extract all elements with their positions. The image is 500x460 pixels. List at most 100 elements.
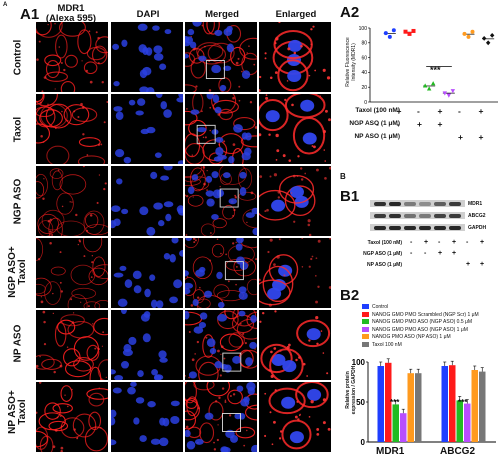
b2-bar: [400, 413, 407, 442]
b2-ytick-label: 100: [352, 358, 366, 367]
b2-bar: [377, 366, 384, 442]
b2-legend-item: Taxol 100 nM: [362, 342, 402, 348]
a2-ytick-label: 0: [364, 100, 367, 106]
b1-condition-mark: +: [466, 261, 471, 268]
b2-bar: [456, 400, 463, 442]
micrograph-merged-row-5: [185, 310, 257, 380]
a2-data-point: [489, 33, 495, 38]
b2-legend-swatch: [362, 311, 369, 317]
b2-legend-swatch: [362, 341, 369, 347]
b1-condition-mark: +: [452, 239, 457, 246]
b2-legend-swatch: [362, 319, 369, 325]
b2-ytick-label: 50: [356, 398, 365, 407]
b2-bar-chart: 0 50 100: [352, 358, 496, 447]
b1-band: [389, 201, 401, 206]
b1-condition-mark: -: [466, 239, 469, 246]
a2-condition-mark: +: [478, 106, 484, 116]
row-label-ngp-aso: NGP ASO: [12, 178, 24, 225]
b2-legend-label: NANOG GMO PMO ASO (NGP ASO) 1 μM: [372, 326, 468, 333]
b1-condition-mark: +: [438, 250, 443, 257]
b1-band: [449, 213, 461, 218]
b2-bar: [471, 370, 478, 442]
b2-legend-item: NANOG PMO ASO (NP ASO) 1 μM: [362, 334, 451, 340]
a2-condition-mark: +: [458, 132, 463, 142]
b1-band: [404, 213, 416, 218]
b1-band: [434, 213, 446, 218]
b1-band: [389, 213, 401, 218]
b2-significance-mdr1: ***: [390, 398, 400, 407]
b1-band-label: MDR1: [468, 201, 483, 207]
column-header-mdr1: MDR1 (Alexa 595): [45, 3, 97, 24]
micrograph-enlarged-row-3: [259, 166, 331, 236]
corner-label: A: [3, 2, 8, 8]
micrograph-merged-row-2: [185, 94, 257, 164]
a2-condition-mark: +: [478, 132, 484, 142]
b2-bar: [415, 373, 422, 442]
b2-bar: [385, 362, 392, 442]
b2-bar: [464, 403, 471, 442]
row-label-taxol: Taxol: [12, 116, 24, 143]
b2-legend-item: NANOG GMO PMO ASO (NGP ASO) 0.5 μM: [362, 319, 472, 325]
b1-band-label: ABCG2: [468, 213, 486, 219]
b1-condition-label: NGP ASO (1 μM): [363, 251, 402, 257]
b2-legend-item: NANOG GMO PMO Scrambled (NGP Scr) 1 μM: [362, 312, 479, 318]
b1-blot-row: [370, 200, 465, 207]
a2-condition-mark: -: [458, 106, 461, 116]
panel-a1-letter: A1: [20, 6, 40, 23]
a2-condition-mark: +: [417, 119, 422, 129]
b1-condition-mark: +: [452, 250, 457, 257]
a2-ylabel: Relative Fluorescence Intensity (MDR1): [345, 37, 357, 87]
b1-condition-label: NP ASO (1 μM): [366, 262, 402, 268]
micrograph-dapi-row-1: [111, 22, 183, 92]
micrograph-mdr1-row-4: [36, 238, 108, 308]
row-label-ngp-aso-taxol: NGP ASO+ Taxol: [7, 246, 28, 298]
micrograph-dapi-row-6: [111, 382, 183, 452]
micrograph-merged-row-3: [185, 166, 257, 236]
micrograph-dapi-row-2: [111, 94, 183, 164]
a2-data-point: [407, 31, 412, 36]
b2-legend-item: Control: [362, 304, 388, 310]
a2-ytick-label: 20: [361, 85, 367, 91]
a2-condition-mark: -: [396, 119, 400, 129]
b1-band: [434, 225, 446, 230]
micrograph-dapi-row-3: [111, 166, 183, 236]
a2-condition-label: Taxol (100 nM): [355, 107, 400, 114]
a2-ytick-label: 60: [361, 55, 367, 61]
b2-legend-label: NANOG GMO PMO Scrambled (NGP Scr) 1 μM: [372, 311, 479, 318]
a2-data-point: [446, 93, 452, 98]
b1-band: [419, 201, 431, 206]
micrograph-mdr1-row-2: [36, 94, 108, 164]
micrograph-mdr1-row-6: [36, 382, 108, 452]
a2-data-point: [462, 31, 467, 36]
b2-legend-label: Taxol 100 nM: [372, 341, 402, 348]
a2-condition-mark: +: [437, 106, 443, 116]
b1-band: [419, 225, 431, 230]
b2-bar: [479, 371, 486, 442]
micrograph-mdr1-row-5: [36, 310, 108, 380]
b2-significance-abcg2: ***: [458, 398, 468, 407]
b1-condition-mark: -: [438, 239, 441, 246]
micrograph-enlarged-row-4: [259, 238, 331, 308]
a2-data-point: [466, 34, 471, 39]
a2-significance: ***: [430, 65, 441, 75]
b1-band: [449, 225, 461, 230]
micrograph-dapi-row-5: [111, 310, 183, 380]
b1-condition-mark: +: [424, 239, 429, 246]
b1-blot-row: [370, 224, 465, 231]
micrograph-enlarged-row-2: [259, 94, 331, 164]
panel-b-letter: B: [340, 172, 346, 181]
b1-condition-mark: -: [410, 250, 413, 257]
b2-legend-label: NANOG GMO PMO ASO (NGP ASO) 0.5 μM: [372, 319, 473, 325]
a2-data-point: [422, 83, 428, 88]
b1-band: [389, 225, 401, 230]
a2-data-point: [450, 89, 456, 94]
b1-band: [419, 213, 431, 218]
a2-data-point: [383, 31, 388, 36]
b2-legend-item: NANOG GMO PMO ASO (NGP ASO) 1 μM: [362, 327, 468, 333]
b1-condition-mark: +: [480, 261, 485, 268]
a2-data-point: [411, 28, 416, 33]
b1-band-label: GAPDH: [468, 225, 487, 231]
row-label-np-aso-taxol: NP ASO+ Taxol: [7, 390, 28, 434]
b1-condition-mark: -: [410, 239, 413, 246]
b2-ytick-label: 0: [361, 438, 366, 447]
